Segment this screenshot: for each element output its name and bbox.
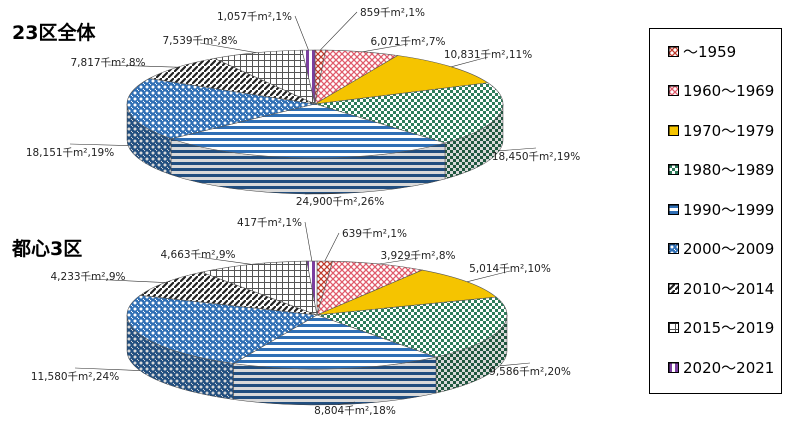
data-label: 3,929千m²,8% — [381, 250, 456, 262]
leader-line — [324, 232, 340, 262]
pie-chart: 639千m²,1% 3,929千m²,8% 5,014千m²,10% 9,586千m²… — [31, 217, 571, 417]
pie-slice — [316, 269, 497, 316]
data-label: 5,014千m²,10% — [469, 263, 551, 275]
data-label: 18,450千m²,19% — [492, 151, 580, 163]
pie-slice — [148, 58, 316, 105]
pie-chart: 859千m²,1% 6,071千m²,7%10,831千m²,11% 18,450千… — [26, 7, 580, 208]
legend-swatch — [668, 243, 679, 254]
leader-line — [362, 43, 409, 53]
leader-line — [69, 143, 129, 146]
leader-line — [499, 362, 531, 367]
legend-item: 〜1959 — [668, 41, 736, 61]
legend-label: 1970〜1979 — [683, 121, 775, 140]
legend-swatch — [668, 164, 679, 175]
legend-item: 1990〜1999 — [668, 199, 774, 219]
legend-swatch — [668, 45, 679, 57]
data-label: 9,586千m²,20% — [489, 366, 571, 378]
legend-swatch — [668, 322, 679, 333]
pie-slice — [316, 260, 424, 316]
pie-slice — [316, 296, 508, 358]
pie-title-23ku: 23区全体 — [12, 22, 96, 44]
data-label: 4,233千m²,9% — [51, 271, 126, 283]
leader-line — [304, 192, 341, 195]
leader-line — [304, 221, 313, 262]
data-label: 4,663千m²,9% — [161, 249, 236, 261]
leader-line — [379, 257, 419, 265]
legend-label: 2015〜2019 — [683, 319, 775, 337]
legend-item: 2020〜2021 — [668, 357, 774, 377]
data-label: 8,804千m²,18% — [314, 405, 396, 417]
legend-item: 1970〜1979 — [668, 120, 774, 140]
legend-label: 1990〜1999 — [683, 200, 775, 219]
pie-slice — [314, 82, 504, 144]
legend-item: 1960〜1969 — [668, 81, 774, 101]
legend-label: 〜1959 — [683, 42, 737, 61]
leader-line — [107, 64, 178, 68]
pie-slice — [126, 294, 318, 364]
data-label: 7,817千m²,8% — [71, 57, 146, 69]
legend-label: 1980〜1989 — [683, 161, 775, 179]
data-label: 417千m²,1% — [237, 217, 302, 229]
data-label: 1,057千m²,1% — [217, 11, 292, 23]
data-label: 24,900千m²,26% — [296, 196, 384, 208]
legend-item: 2010〜2014 — [668, 278, 774, 298]
leader-line — [87, 278, 166, 283]
legend-label: 1960〜1969 — [683, 82, 775, 100]
legend-swatch — [668, 203, 679, 215]
leader-line — [466, 270, 511, 283]
leader-line — [294, 15, 309, 51]
leader-line — [337, 401, 356, 405]
legend-item: 1980〜1989 — [668, 160, 774, 180]
data-label: 11,580千m²,24% — [31, 371, 119, 383]
leader-line — [199, 42, 257, 53]
legend-swatch — [668, 85, 679, 96]
data-label: 18,151千m²,19% — [26, 147, 114, 159]
leader-line — [499, 147, 537, 152]
pie-slice — [306, 260, 318, 316]
legend-label: 2010〜2014 — [683, 279, 775, 298]
leader-line — [197, 256, 252, 265]
leader-line — [74, 367, 140, 371]
leader-line — [451, 56, 489, 68]
data-label: 10,831千m²,11% — [444, 49, 532, 61]
data-label: 639千m²,1% — [342, 228, 407, 240]
legend-swatch — [668, 282, 679, 294]
legend-label: 2020〜2021 — [683, 358, 775, 377]
pie-slice — [170, 103, 447, 159]
legend-item: 2015〜2019 — [668, 318, 774, 338]
legend-swatch — [668, 361, 679, 373]
pie-slice — [232, 314, 438, 370]
legend-item: 2000〜2009 — [668, 239, 774, 259]
legend-label: 2000〜2009 — [683, 240, 775, 258]
pie-title-toshin3ku: 都心3区 — [12, 238, 83, 260]
legend-swatch — [668, 124, 679, 136]
data-label: 7,539千m²,8% — [163, 35, 238, 47]
pie-slice — [314, 55, 489, 105]
legend: 〜1959 1960〜1969 1970〜1979 1980〜1989 1990〜199… — [649, 28, 782, 394]
pie-slice — [126, 78, 316, 140]
leader-line — [320, 11, 358, 51]
data-label: 859千m²,1% — [360, 7, 425, 19]
data-label: 6,071千m²,7% — [371, 36, 446, 48]
pie-slice — [213, 49, 316, 105]
